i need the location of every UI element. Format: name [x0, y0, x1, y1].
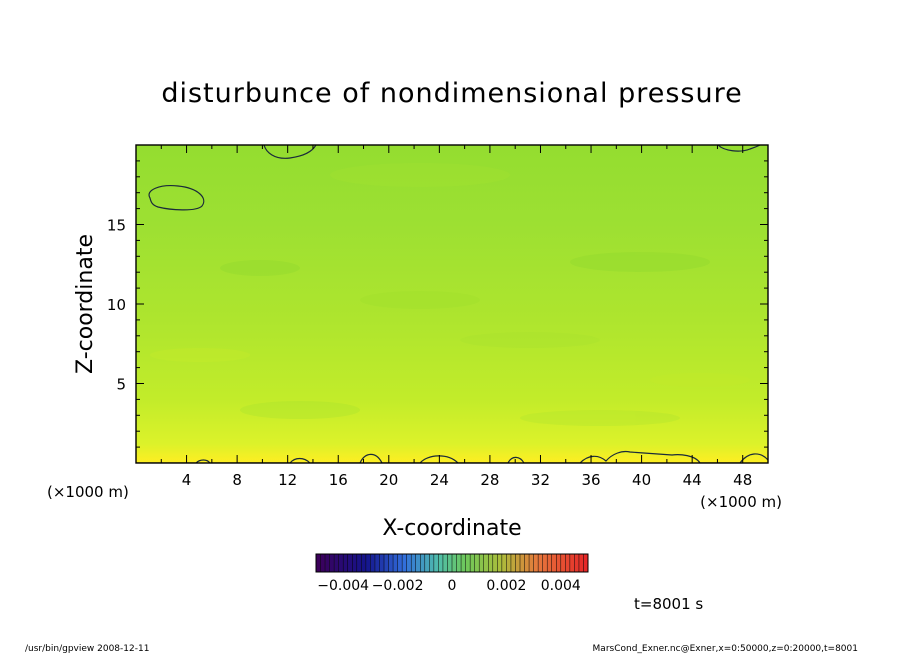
- colorbar-cell: [492, 554, 498, 572]
- y-axis-unit: (×1000 m): [47, 483, 129, 501]
- colorbar-cell: [452, 554, 457, 572]
- colorbar-cell: [379, 554, 384, 572]
- colorbar-cell: [542, 554, 548, 572]
- colorbar-cell: [343, 554, 348, 572]
- x-tick-label: 4: [182, 471, 192, 489]
- x-tick-label: 32: [531, 471, 550, 489]
- x-tick-label: 24: [430, 471, 449, 489]
- contour-lines: [136, 145, 768, 463]
- colorbar-ticks: −0.004 −0.002 0 0.002 0.004: [317, 578, 581, 594]
- colorbar-frame: [315, 553, 589, 573]
- colorbar-tick-label: −0.004: [317, 578, 369, 594]
- colorbar-cell: [479, 554, 484, 572]
- x-tick-label: 48: [733, 471, 752, 489]
- colorbar-cell: [569, 554, 575, 572]
- colorbar-cell: [433, 554, 439, 572]
- colorbar-cell: [578, 554, 584, 572]
- colorbar-cell: [538, 554, 543, 572]
- colorbar-cell: [411, 554, 416, 572]
- colorbar-cell: [397, 554, 403, 572]
- colorbar-cell: [520, 554, 525, 572]
- colorbar-cell: [384, 554, 389, 572]
- colorbar-cell: [438, 554, 443, 572]
- chart-title: disturbunce of nondimensional pressure: [161, 78, 742, 109]
- x-tick-label: 8: [232, 471, 242, 489]
- colorbar-cell: [325, 554, 330, 572]
- colorbar-cell: [406, 554, 412, 572]
- y-axis: 5 10 15: [107, 160, 768, 448]
- colorbar: [315, 554, 588, 572]
- colorbar-cell: [347, 554, 353, 572]
- x-tick-label: 40: [632, 471, 651, 489]
- y-tick-label: 5: [116, 376, 126, 394]
- colorbar-cell: [424, 554, 430, 572]
- colorbar-cell: [334, 554, 339, 572]
- x-axis-unit: (×1000 m): [700, 493, 782, 511]
- colorbar-cell: [352, 554, 357, 572]
- colorbar-cell: [393, 554, 398, 572]
- colorbar-cell: [429, 554, 434, 572]
- colorbar-tick-label: 0.002: [486, 578, 526, 594]
- colorbar-cell: [470, 554, 475, 572]
- colorbar-cell: [533, 554, 539, 572]
- colorbar-cell: [329, 554, 335, 572]
- colorbar-cell: [465, 554, 471, 572]
- colorbar-cell: [415, 554, 421, 572]
- colorbar-cell: [565, 554, 570, 572]
- colorbar-cell: [442, 554, 448, 572]
- colorbar-cell: [510, 554, 516, 572]
- colorbar-cell: [529, 554, 534, 572]
- colorbar-cell: [365, 554, 371, 572]
- colorbar-cell: [370, 554, 375, 572]
- colorbar-tick-label: −0.002: [372, 578, 424, 594]
- y-axis-label: Z-coordinate: [73, 234, 98, 374]
- y-tick-label: 15: [107, 217, 126, 235]
- x-axis-label: X-coordinate: [382, 516, 521, 541]
- colorbar-cell: [551, 554, 557, 572]
- x-tick-label: 44: [683, 471, 702, 489]
- colorbar-tick-label: 0: [448, 578, 457, 594]
- colorbar-cell: [583, 554, 588, 572]
- colorbar-cell: [388, 554, 394, 572]
- colorbar-tick-label: 0.004: [541, 578, 581, 594]
- colorbar-cell: [547, 554, 552, 572]
- y-tick-label: 10: [107, 296, 126, 314]
- colorbar-cell: [447, 554, 452, 572]
- colorbar-cell: [320, 554, 326, 572]
- colorbar-cell: [506, 554, 511, 572]
- colorbar-cell: [483, 554, 489, 572]
- colorbar-cell: [420, 554, 425, 572]
- colorbar-cell: [361, 554, 366, 572]
- x-tick-label: 28: [480, 471, 499, 489]
- time-label: t=8001 s: [634, 595, 703, 613]
- x-tick-label: 20: [379, 471, 398, 489]
- colorbar-cell: [488, 554, 493, 572]
- colorbar-cell: [461, 554, 466, 572]
- footer-left: /usr/bin/gpview 2008-12-11: [25, 644, 149, 654]
- x-tick-label: 36: [581, 471, 600, 489]
- colorbar-cell: [524, 554, 530, 572]
- colorbar-cell: [374, 554, 380, 572]
- x-tick-label: 12: [278, 471, 297, 489]
- colorbar-cell: [560, 554, 566, 572]
- footer-right: MarsCond_Exner.nc@Exner,x=0:50000,z=0:20…: [593, 644, 858, 654]
- colorbar-cell: [497, 554, 502, 572]
- colorbar-cell: [456, 554, 462, 572]
- colorbar-cell: [338, 554, 344, 572]
- colorbar-cell: [574, 554, 579, 572]
- colorbar-cell: [356, 554, 362, 572]
- colorbar-cell: [402, 554, 407, 572]
- x-tick-label: 16: [329, 471, 348, 489]
- heatmap-field: [136, 145, 768, 463]
- colorbar-cell: [501, 554, 507, 572]
- colorbar-cell: [556, 554, 561, 572]
- colorbar-cell: [474, 554, 480, 572]
- x-axis: 4 8 12 16 20 24 28 32 36 40 44 48: [160, 145, 752, 489]
- colorbar-cell: [316, 554, 321, 572]
- colorbar-cell: [515, 554, 520, 572]
